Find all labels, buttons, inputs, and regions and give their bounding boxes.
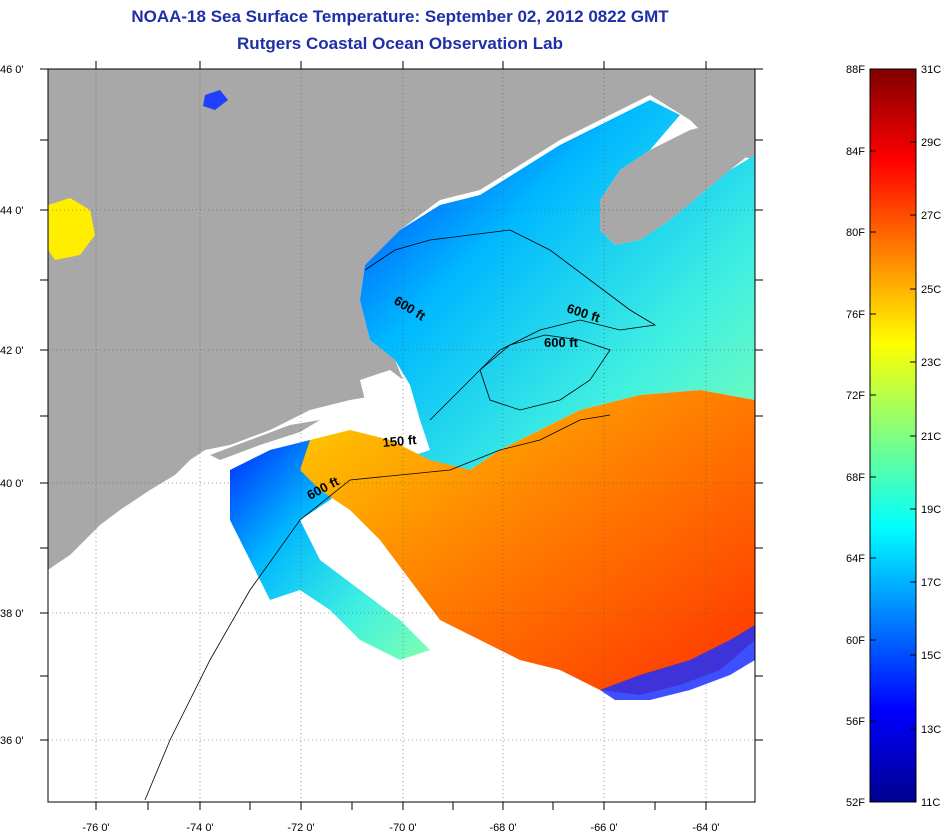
land-long-island [210, 420, 320, 460]
colorbar-f-label: 80F [846, 227, 865, 239]
colorbar-c-label: 25C [921, 284, 941, 296]
colorbar-f-label: 56F [846, 716, 865, 728]
lake-patch-blue [203, 90, 228, 110]
isobath-shelf-break [144, 414, 611, 801]
colorbar-c-label: 21C [921, 431, 941, 443]
colorbar-c-label: 19C [921, 504, 941, 516]
lon-label: -72 0' [287, 822, 314, 834]
isobath-600ft-bank [479, 334, 611, 411]
lat-label: 38 0' [0, 608, 24, 620]
colorbar-f-label: 76F [846, 309, 865, 321]
lat-label: 46 0' [0, 64, 24, 76]
sst-cold-water [360, 100, 755, 485]
colorbar-f-label: 60F [846, 635, 865, 647]
cloud-mask [48, 470, 270, 802]
colorbar-c-label: 31C [921, 64, 941, 76]
lon-label: -68 0' [489, 822, 516, 834]
map-title: NOAA-18 Sea Surface Temperature: Septemb… [131, 7, 669, 26]
colorbar-f-label: 88F [846, 64, 865, 76]
colorbar-c-label: 29C [921, 137, 941, 149]
sst-blue-edge [600, 625, 755, 700]
lon-label: -70 0' [389, 822, 416, 834]
colorbar-c-label: 13C [921, 724, 941, 736]
land-mainland [48, 69, 755, 570]
colorbar-c-label: 23C [921, 357, 941, 369]
colorbar-c-label: 11C [921, 797, 940, 809]
colorbar [869, 68, 917, 803]
map-subtitle: Rutgers Coastal Ocean Observation Lab [237, 34, 563, 53]
colorbar-ticks [870, 141, 916, 730]
colorbar-c-label: 27C [921, 210, 941, 222]
lon-label: -64 0' [692, 822, 719, 834]
lat-label: 42 0' [0, 345, 24, 357]
cape-cod-cloud [360, 370, 430, 460]
isobath-label: 150 ft [382, 432, 418, 450]
isobath-600ft-gulf [364, 229, 657, 421]
colorbar-f-label: 68F [846, 472, 865, 484]
lat-label: 40 0' [0, 478, 24, 490]
lon-label: -66 0' [590, 822, 617, 834]
axis-ticks [40, 61, 763, 810]
sst-warm-water [300, 390, 755, 695]
colorbar-c-label: 17C [921, 577, 941, 589]
colorbar-c-label: 15C [921, 650, 941, 662]
lat-label: 44 0' [0, 205, 24, 217]
colorbar-f-label: 84F [846, 146, 865, 158]
isobath-label: 600 ft [544, 335, 579, 350]
colorbar-f-label: 72F [846, 390, 865, 402]
colorbar-f-label: 52F [846, 797, 865, 809]
land-nova-scotia [600, 120, 755, 245]
lon-label: -74 0' [186, 822, 213, 834]
sst-cold-shelf [230, 440, 430, 660]
lon-label: -76 0' [82, 822, 109, 834]
lake-ontario-patch [48, 198, 95, 260]
colorbar-f-label: 64F [846, 553, 865, 565]
lat-label: 36 0' [0, 735, 24, 747]
